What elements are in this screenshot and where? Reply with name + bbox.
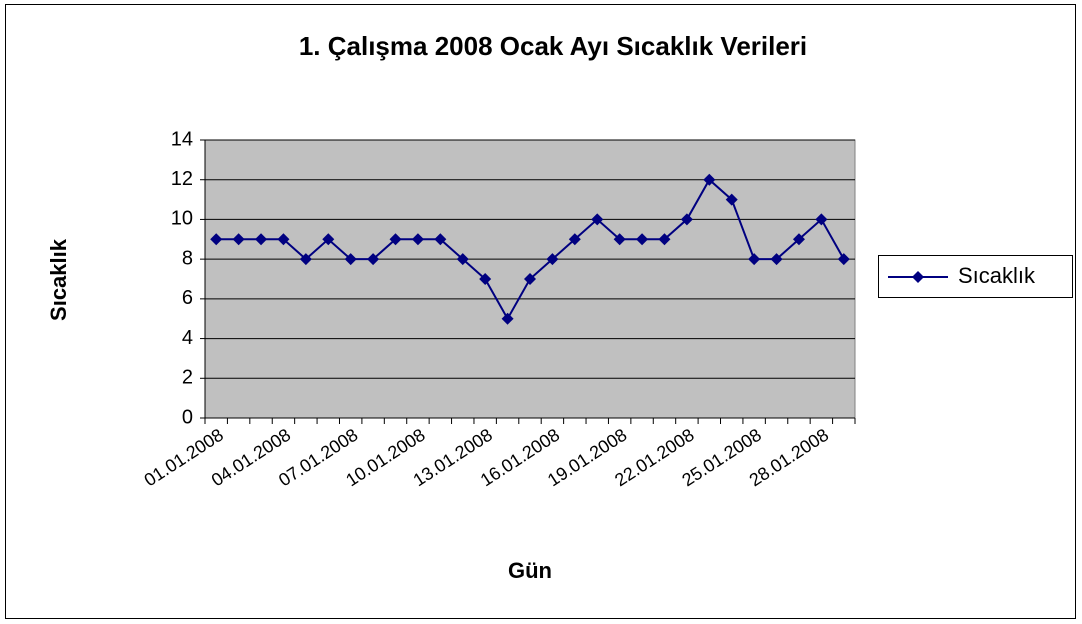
y-tick-label: 8 — [182, 247, 193, 269]
y-axis-label: Sıcaklık — [46, 238, 71, 321]
data-marker — [524, 273, 536, 285]
y-tick-label: 0 — [182, 406, 193, 428]
data-marker — [703, 173, 716, 186]
data-marker — [501, 312, 514, 325]
data-marker — [568, 233, 581, 246]
y-tick-label: 4 — [182, 327, 193, 349]
data-marker — [299, 253, 312, 266]
data-marker — [232, 233, 245, 246]
data-marker — [322, 233, 335, 246]
data-marker — [792, 233, 805, 246]
data-marker — [680, 213, 693, 226]
y-tick-label: 14 — [171, 128, 193, 150]
data-marker — [479, 273, 492, 285]
data-marker — [411, 233, 424, 246]
data-marker — [815, 213, 828, 226]
data-marker — [591, 213, 604, 226]
y-tick-label: 6 — [182, 287, 193, 309]
chart-title: 1. Çalışma 2008 Ocak Ayı Sıcaklık Verile… — [299, 31, 807, 61]
data-marker — [613, 233, 626, 246]
y-tick-label: 2 — [182, 367, 193, 389]
data-marker — [658, 233, 671, 246]
data-marker — [636, 233, 649, 246]
data-marker — [389, 233, 402, 246]
data-marker — [770, 253, 783, 266]
data-marker — [344, 253, 357, 266]
data-marker — [434, 233, 447, 246]
data-marker — [456, 253, 469, 266]
y-tick-label: 10 — [171, 208, 193, 230]
legend-marker — [912, 271, 924, 283]
data-marker — [210, 233, 223, 246]
data-marker — [725, 193, 738, 206]
data-marker — [748, 253, 761, 266]
legend-label: Sıcaklık — [958, 263, 1036, 288]
data-marker — [277, 233, 290, 246]
data-marker — [255, 233, 268, 246]
data-marker — [546, 253, 559, 266]
y-tick-label: 12 — [171, 168, 193, 190]
data-marker — [367, 253, 380, 266]
x-axis-label: Gün — [508, 558, 552, 583]
data-marker — [837, 253, 850, 266]
